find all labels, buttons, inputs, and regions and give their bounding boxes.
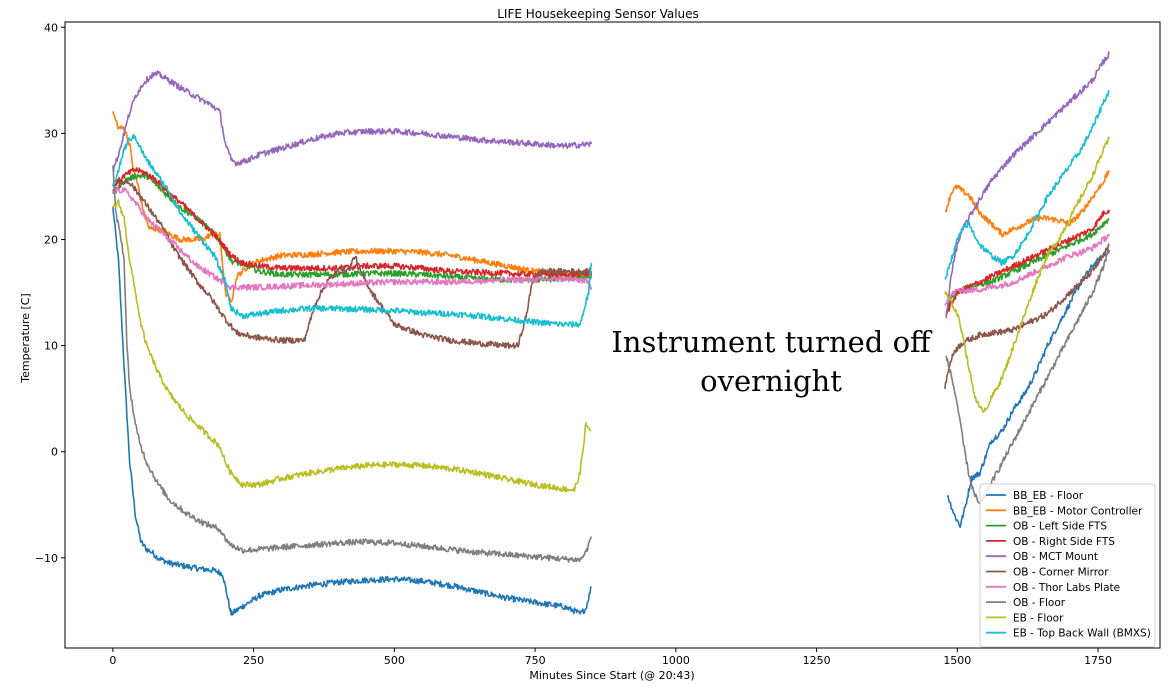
annotation-line-2: overnight <box>700 364 842 398</box>
y-tick-label: 40 <box>44 21 58 34</box>
y-axis-label: Temperature [C] <box>19 293 32 383</box>
x-tick-label: 1750 <box>1084 654 1112 667</box>
x-tick-label: 1500 <box>943 654 971 667</box>
series-line-5 <box>945 51 1111 319</box>
series-line-6 <box>944 243 1110 390</box>
y-tick-label: 20 <box>44 234 58 247</box>
plot-frame <box>64 21 1161 649</box>
series-line-7 <box>112 186 593 291</box>
legend-label: BB_EB - Motor Controller <box>1013 505 1143 517</box>
series-line-8 <box>945 249 1111 505</box>
series-line-9 <box>944 136 1111 413</box>
x-tick-label: 500 <box>384 654 405 667</box>
annotation-line-1: Instrument turned off <box>611 325 933 359</box>
annotation-background <box>602 318 940 403</box>
legend-label: EB - Top Back Wall (BMXS) <box>1013 628 1151 640</box>
legend-label: EB - Floor <box>1013 612 1064 624</box>
legend-label: OB - Thor Labs Plate <box>1013 582 1120 594</box>
y-tick-label: 30 <box>44 127 58 140</box>
y-axis: −10 0 10 20 30 40 <box>35 21 65 565</box>
series-line-8 <box>112 165 593 563</box>
series-line-4 <box>112 167 593 278</box>
legend-label: OB - MCT Mount <box>1013 551 1098 563</box>
legend-label: OB - Corner Mirror <box>1013 567 1109 579</box>
legend-label: OB - Right Side FTS <box>1013 536 1115 548</box>
y-tick-label: −10 <box>35 552 58 565</box>
x-axis-label: Minutes Since Start (@ 20:43) <box>529 669 694 682</box>
series-line-7 <box>944 233 1111 306</box>
series-line-6 <box>112 179 593 350</box>
series-line-1 <box>112 206 592 616</box>
series-line-9 <box>112 199 592 493</box>
series-line-2 <box>944 170 1110 238</box>
series-line-3 <box>945 217 1110 315</box>
y-tick-label: 10 <box>44 340 58 353</box>
legend-box <box>979 483 1156 648</box>
series-line-2 <box>112 111 593 303</box>
legend: BB_EB - Floor BB_EB - Motor Controller OB … <box>979 483 1156 648</box>
series-line-4 <box>945 209 1111 317</box>
chart-title: LIFE Housekeeping Sensor Values <box>497 7 699 21</box>
legend-label: BB_EB - Floor <box>1013 490 1084 502</box>
x-tick-label: 0 <box>109 654 116 667</box>
legend-label: OB - Floor <box>1013 597 1066 609</box>
x-axis: 0 250 500 750 1000 1250 1500 1750 <box>109 648 1112 667</box>
plot-lines <box>112 51 1111 616</box>
x-tick-label: 1000 <box>662 654 690 667</box>
series-line-1 <box>946 247 1111 529</box>
series-line-5 <box>112 70 593 172</box>
legend-label: OB - Left Side FTS <box>1013 521 1107 533</box>
x-tick-label: 250 <box>243 654 264 667</box>
x-tick-label: 1250 <box>803 654 831 667</box>
series-line-10 <box>112 133 593 328</box>
x-tick-label: 750 <box>525 654 546 667</box>
y-tick-label: 0 <box>51 446 58 459</box>
series-line-10 <box>944 90 1110 280</box>
